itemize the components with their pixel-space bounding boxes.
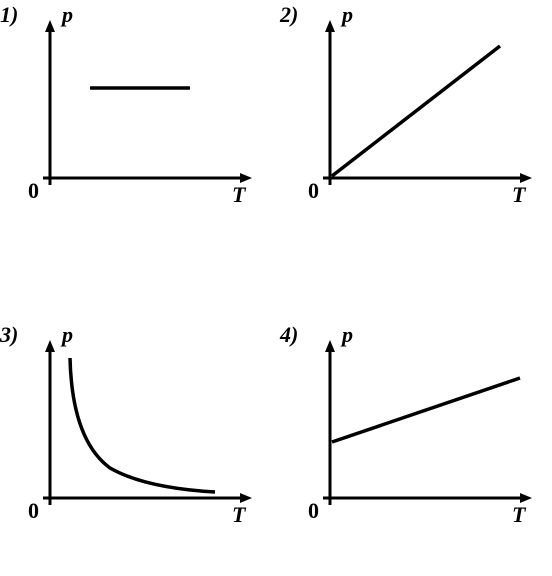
chart-3-svg [40,340,270,520]
x-axis-label: T [232,502,245,528]
panel-4-label: 4) [280,322,298,348]
chart-1-svg [40,20,270,200]
chart-4-svg [320,340,550,520]
panel-2-label: 2) [280,2,298,28]
panel-1: 1) p 0 T [0,0,276,240]
x-axis-label: T [512,502,525,528]
panel-3: 3) p 0 T [0,320,276,560]
origin-label: 0 [308,498,319,524]
origin-label: 0 [28,178,39,204]
x-axis-label: T [232,182,245,208]
origin-label: 0 [28,498,39,524]
panel-4: 4) p 0 T [280,320,552,560]
panel-3-label: 3) [0,322,18,348]
origin-label: 0 [308,178,319,204]
panel-1-label: 1) [0,2,18,28]
x-axis-label: T [512,182,525,208]
chart-2-svg [320,20,550,200]
panel-2: 2) p 0 T [280,0,552,240]
